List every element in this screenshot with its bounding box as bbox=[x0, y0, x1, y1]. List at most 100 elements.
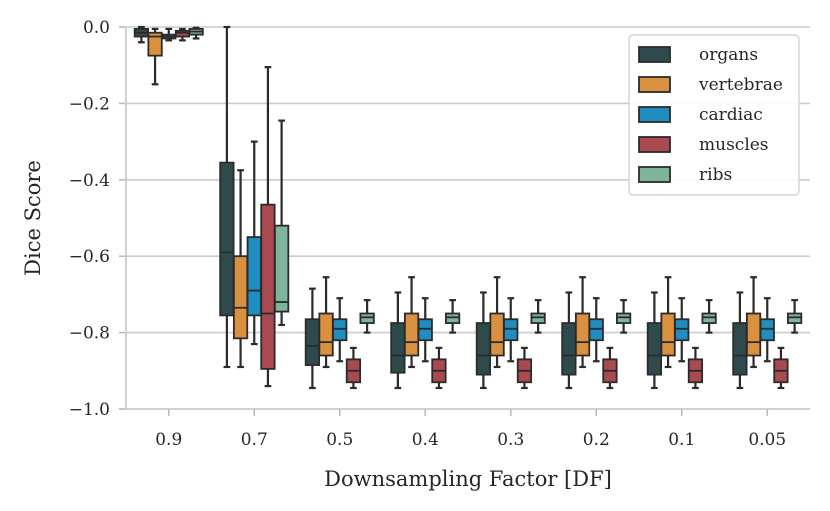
box-ribs-0.1 bbox=[701, 299, 717, 334]
box-organs-0.5 bbox=[304, 287, 320, 390]
legend-frame bbox=[628, 34, 800, 196]
legend-swatch bbox=[638, 166, 671, 183]
box-muscles-0.9 bbox=[174, 27, 191, 42]
legend-swatch bbox=[638, 106, 671, 123]
box-vertebrae-0.05 bbox=[745, 276, 762, 369]
x-tick-label: 0.7 bbox=[241, 430, 268, 450]
box-organs-0.05 bbox=[732, 291, 748, 390]
box-body bbox=[787, 312, 803, 324]
box-body bbox=[246, 236, 262, 317]
box-body bbox=[332, 318, 348, 342]
box-body bbox=[561, 322, 577, 376]
legend-item-organs: organs bbox=[638, 45, 758, 65]
box-body bbox=[660, 312, 676, 357]
box-body bbox=[503, 318, 519, 342]
box-body bbox=[403, 312, 420, 357]
box-ribs-0.05 bbox=[787, 299, 803, 334]
x-axis-label: Downsampling Factor [DF] bbox=[324, 467, 612, 491]
box-ribs-0.2 bbox=[616, 299, 632, 334]
legend-swatch bbox=[638, 136, 671, 153]
box-organs-0.7 bbox=[219, 25, 235, 369]
series-vertebrae bbox=[147, 27, 762, 369]
box-body bbox=[445, 312, 461, 324]
y-tick-label: −0.6 bbox=[69, 247, 110, 267]
box-body bbox=[732, 322, 748, 376]
box-body bbox=[674, 318, 690, 342]
box-organs-0.9 bbox=[133, 25, 149, 44]
box-vertebrae-0.7 bbox=[232, 169, 249, 369]
box-organs-0.2 bbox=[561, 291, 577, 390]
box-muscles-0.5 bbox=[345, 346, 362, 390]
box-vertebrae-0.9 bbox=[147, 27, 163, 86]
box-vertebrae-0.5 bbox=[318, 276, 334, 369]
box-organs-0.4 bbox=[390, 291, 406, 390]
x-tick-label: 0.5 bbox=[326, 430, 353, 450]
box-vertebrae-0.1 bbox=[660, 276, 676, 369]
box-muscles-0.4 bbox=[431, 346, 447, 390]
box-organs-0.3 bbox=[475, 291, 491, 390]
box-organs-0.1 bbox=[646, 291, 662, 390]
legend-swatch bbox=[638, 76, 671, 93]
legend-label: vertebrae bbox=[698, 75, 783, 95]
box-body bbox=[318, 312, 334, 357]
series-ribs bbox=[188, 26, 803, 334]
box-vertebrae-0.2 bbox=[574, 276, 591, 369]
x-axis: 0.9 0.7 0.5 0.4 0.3 0.2 0.1 0.05 bbox=[126, 408, 810, 450]
box-muscles-0.05 bbox=[773, 346, 789, 390]
legend-item-ribs: ribs bbox=[638, 165, 732, 185]
box-ribs-0.3 bbox=[530, 299, 546, 334]
box-muscles-0.2 bbox=[602, 346, 618, 390]
x-tick-label: 0.9 bbox=[155, 430, 182, 450]
box-body bbox=[574, 312, 591, 357]
box-ribs-0.7 bbox=[274, 119, 290, 327]
box-body bbox=[646, 322, 662, 376]
y-tick-label: −1.0 bbox=[69, 400, 110, 420]
box-cardiac-0.5 bbox=[332, 297, 348, 363]
box-cardiac-0.7 bbox=[246, 140, 262, 346]
y-tick-label: −0.4 bbox=[69, 171, 110, 191]
y-tick-label: −0.2 bbox=[69, 94, 110, 114]
box-body bbox=[588, 318, 604, 342]
box-body bbox=[274, 224, 290, 313]
box-body bbox=[475, 322, 491, 376]
x-tick-label: 0.05 bbox=[748, 430, 786, 450]
box-body bbox=[759, 318, 775, 342]
x-tick-label: 0.4 bbox=[412, 430, 439, 450]
box-body bbox=[417, 318, 433, 342]
box-body bbox=[219, 161, 235, 317]
box-body bbox=[701, 312, 717, 324]
legend-label: cardiac bbox=[699, 105, 763, 125]
box-series bbox=[133, 25, 803, 390]
box-body bbox=[304, 318, 320, 366]
legend-label: muscles bbox=[699, 135, 769, 155]
box-cardiac-0.05 bbox=[759, 297, 775, 363]
legend-label: ribs bbox=[699, 165, 732, 185]
series-organs bbox=[133, 25, 748, 390]
y-tick-label: −0.8 bbox=[69, 324, 110, 344]
box-body bbox=[174, 29, 191, 38]
x-tick-label: 0.3 bbox=[497, 430, 524, 450]
y-tick-label: 0.0 bbox=[83, 18, 110, 38]
box-ribs-0.4 bbox=[445, 299, 461, 334]
box-body bbox=[147, 31, 163, 57]
box-ribs-0.9 bbox=[188, 26, 204, 40]
box-cardiac-0.2 bbox=[588, 297, 604, 363]
box-cardiac-0.9 bbox=[161, 27, 177, 42]
x-tick-label: 0.1 bbox=[668, 430, 695, 450]
legend-label: organs bbox=[699, 45, 758, 65]
box-body bbox=[390, 322, 406, 374]
box-muscles-0.3 bbox=[516, 346, 533, 390]
box-muscles-0.7 bbox=[260, 66, 276, 388]
box-cardiac-0.3 bbox=[503, 297, 519, 363]
box-body bbox=[745, 312, 762, 357]
box-body bbox=[359, 312, 375, 324]
legend-item-vertebrae: vertebrae bbox=[638, 75, 783, 95]
box-body bbox=[616, 312, 632, 324]
box-vertebrae-0.3 bbox=[489, 276, 505, 369]
box-cardiac-0.4 bbox=[417, 297, 433, 363]
x-tick-label: 0.2 bbox=[583, 430, 610, 450]
y-axis-label: Dice Score bbox=[21, 160, 45, 276]
box-cardiac-0.1 bbox=[674, 297, 690, 363]
box-muscles-0.1 bbox=[687, 346, 704, 390]
